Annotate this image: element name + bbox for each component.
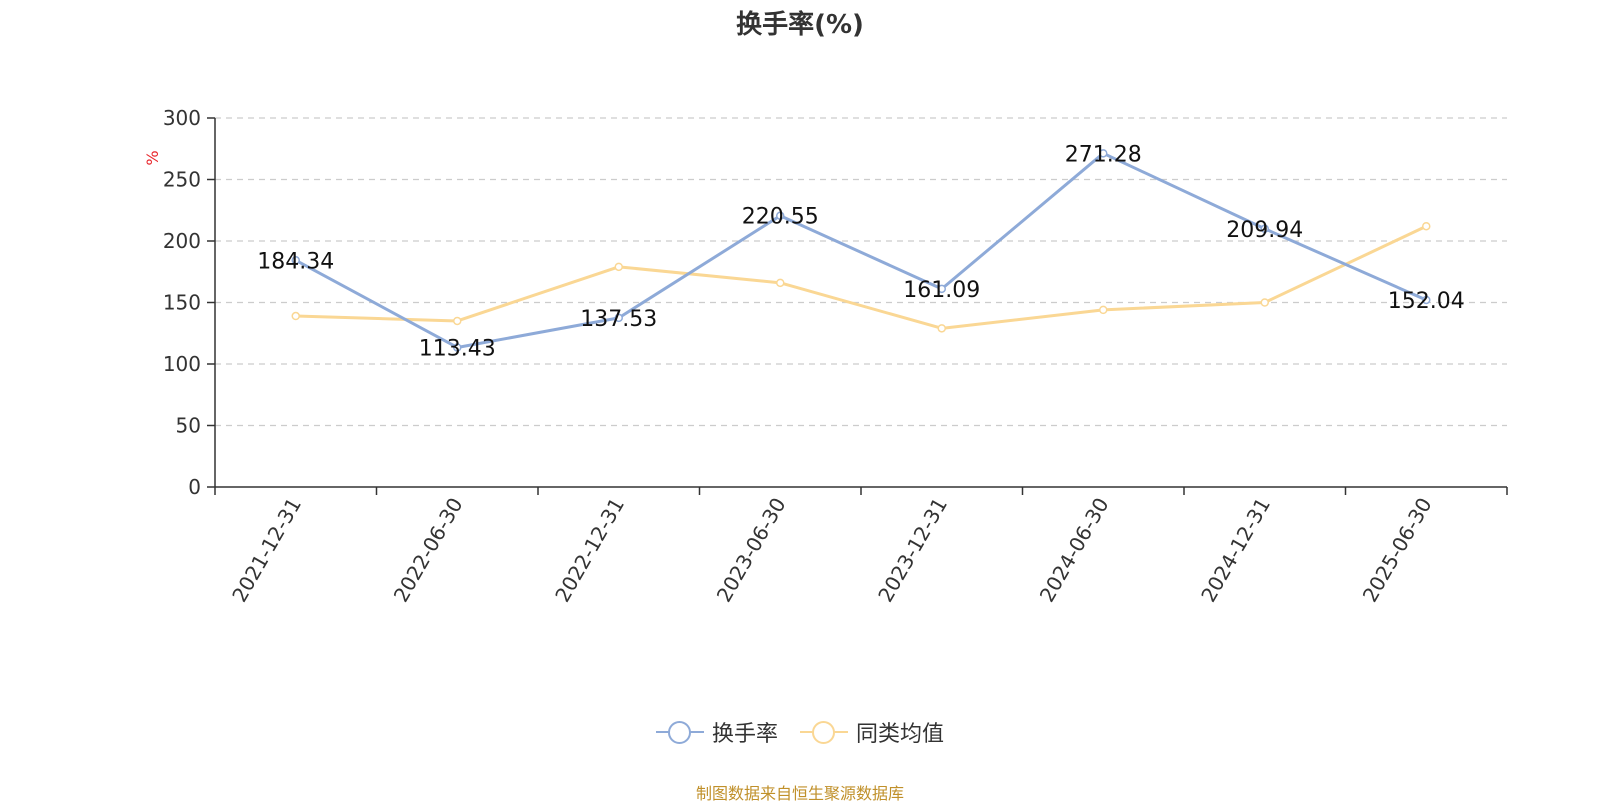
legend-item-turnover[interactable]: 换手率 [655,716,778,748]
x-tick-label: 2025-06-30 [1358,494,1437,607]
series-point-0 [1260,224,1269,234]
legend-marker-icon [800,720,848,744]
legend: 换手率 同类均值 [0,716,1600,748]
series-point-1 [776,278,785,288]
data-label: 137.53 [580,307,657,332]
data-label: 161.09 [903,278,980,303]
series-point-0 [453,343,462,352]
y-tick-label: 250 [163,168,201,192]
legend-dot-0 [667,721,691,744]
series-point-1 [1422,221,1431,231]
series-point-1 [1099,305,1108,315]
data-label: 113.43 [419,336,496,361]
data-label: 209.94 [1226,218,1303,243]
chart-title: 换手率(%) [736,10,864,40]
legend-label-turnover: 换手率 [711,722,778,747]
data-label: 220.55 [742,205,819,230]
legend-item-peer-average[interactable]: 同类均值 [800,716,944,748]
x-tick-label: 2023-06-30 [712,494,791,607]
series-point-1 [291,311,300,321]
series-point-0 [1422,295,1431,305]
grid-lines [215,117,1507,427]
data-labels: 184.34 113.43 137.53 220.55 161.09 271.28 209.… [257,142,1464,361]
x-tick-label: 2021-12-31 [227,494,306,607]
series-line-0 [295,151,1427,349]
y-tick-label: 300 [163,106,201,130]
series-point-0 [291,256,300,265]
y-tick-label: 150 [163,291,201,315]
series-point-1 [453,316,462,326]
y-tick-label: 0 [188,475,201,499]
source-note: 制图数据来自恒生聚源数据库 [695,784,904,803]
x-tick-label: 2022-12-31 [550,494,629,607]
series-point-1 [1260,298,1269,307]
legend-label-peer-average: 同类均值 [856,722,945,747]
series-point-0 [776,211,785,220]
x-tick-label: 2024-06-30 [1035,494,1114,607]
series-point-0 [937,284,946,294]
series-lines [291,149,1431,352]
x-tick-label: 2024-12-31 [1196,494,1275,607]
y-axis-unit-label: % [143,150,162,165]
series-point-0 [1099,149,1108,158]
data-label: 152.04 [1388,289,1465,314]
y-tick-label: 200 [163,229,201,253]
axes: 0 50 100 150 200 250 300% 2021-12-31 2022-06-30 2… [143,106,1508,607]
series-line-1 [295,224,1427,330]
legend-marker-icon [655,720,704,744]
x-tick-label: 2022-06-30 [389,494,468,607]
series-point-1 [614,262,623,272]
legend-dot-1 [812,721,835,744]
y-tick-label: 100 [163,352,201,376]
data-label: 271.28 [1065,142,1142,167]
data-label: 184.34 [257,249,334,274]
series-point-0 [614,313,623,323]
y-tick-label: 50 [176,414,201,438]
x-tick-label: 2023-12-31 [873,494,952,607]
series-point-1 [937,324,946,333]
